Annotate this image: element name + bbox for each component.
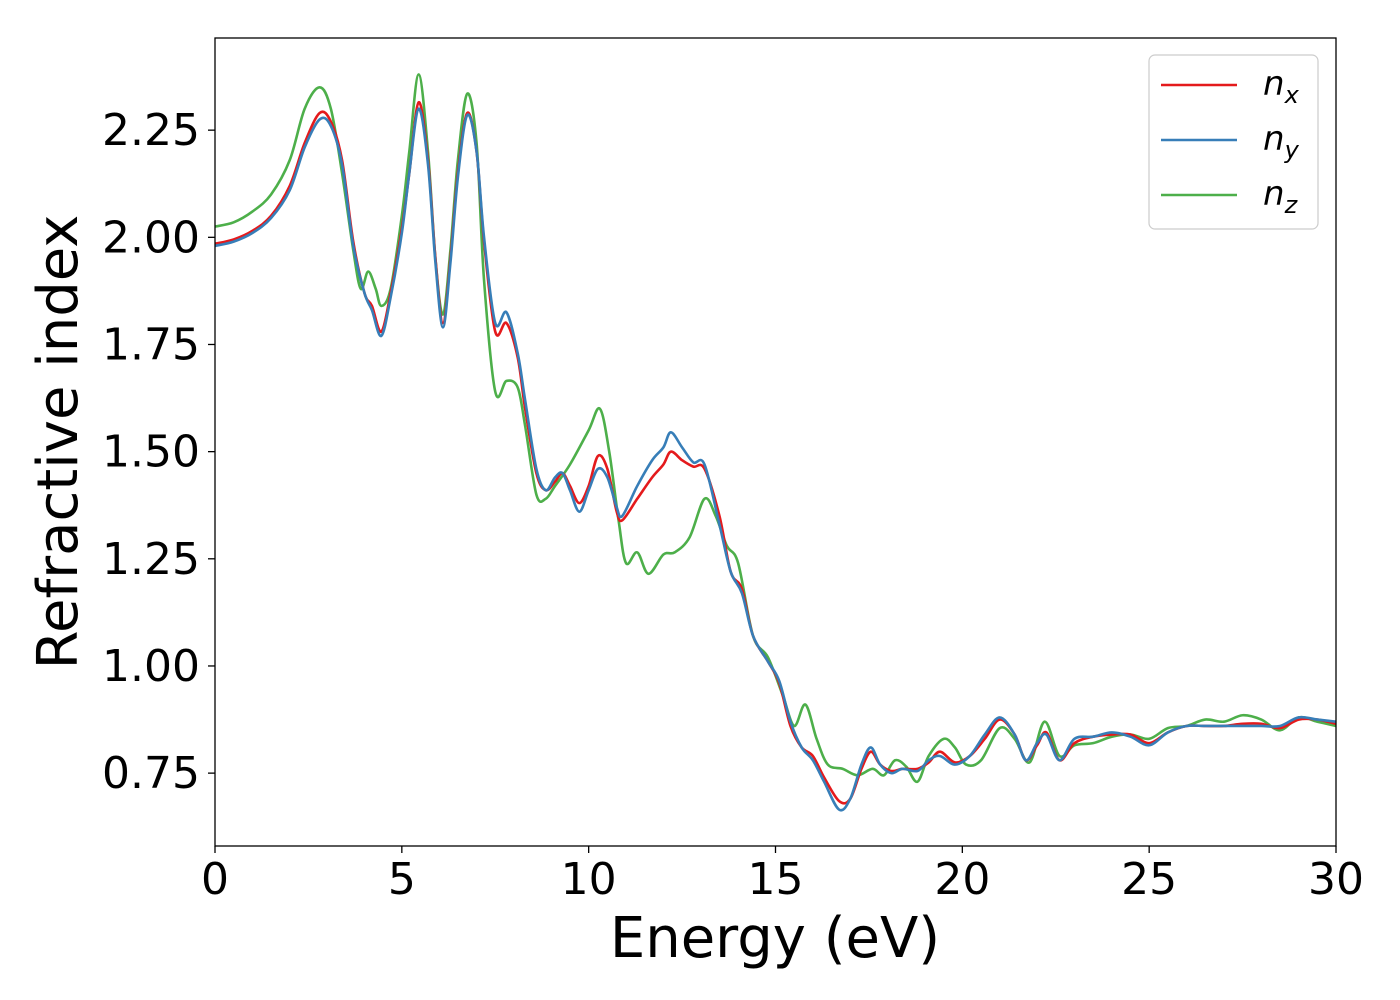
y-tick-label: 1.50 <box>102 427 200 478</box>
legend: nx ny nz <box>1148 54 1319 230</box>
legend-label-n-z: nz <box>1263 174 1299 219</box>
x-tick-label: 5 <box>388 854 416 905</box>
y-axis-label: Refractive index <box>26 215 91 670</box>
x-tick-label: 15 <box>748 854 804 905</box>
legend-box <box>1148 54 1319 230</box>
legend-label-n-x: nx <box>1263 64 1300 109</box>
y-tick-label: 1.75 <box>102 319 200 370</box>
x-tick-label: 25 <box>1121 854 1177 905</box>
x-tick-label: 0 <box>201 854 229 905</box>
series-layer <box>215 73 1336 812</box>
x-axis-ticks: 0 5 10 15 20 25 30 <box>201 846 1364 905</box>
legend-label-n-y: ny <box>1263 119 1300 164</box>
x-tick-label: 20 <box>934 854 990 905</box>
y-tick-label: 2.00 <box>102 212 200 263</box>
y-axis-ticks: 0.75 1.00 1.25 1.50 1.75 2.00 2.25 <box>102 105 215 799</box>
x-tick-label: 30 <box>1308 854 1364 905</box>
y-tick-label: 1.00 <box>102 641 200 692</box>
x-tick-label: 10 <box>561 854 617 905</box>
x-axis-label: Energy (eV) <box>610 906 940 971</box>
y-tick-label: 0.75 <box>102 748 200 799</box>
y-tick-label: 2.25 <box>102 105 200 156</box>
y-tick-label: 1.25 <box>102 534 200 585</box>
series-line-n-y <box>215 107 1336 812</box>
